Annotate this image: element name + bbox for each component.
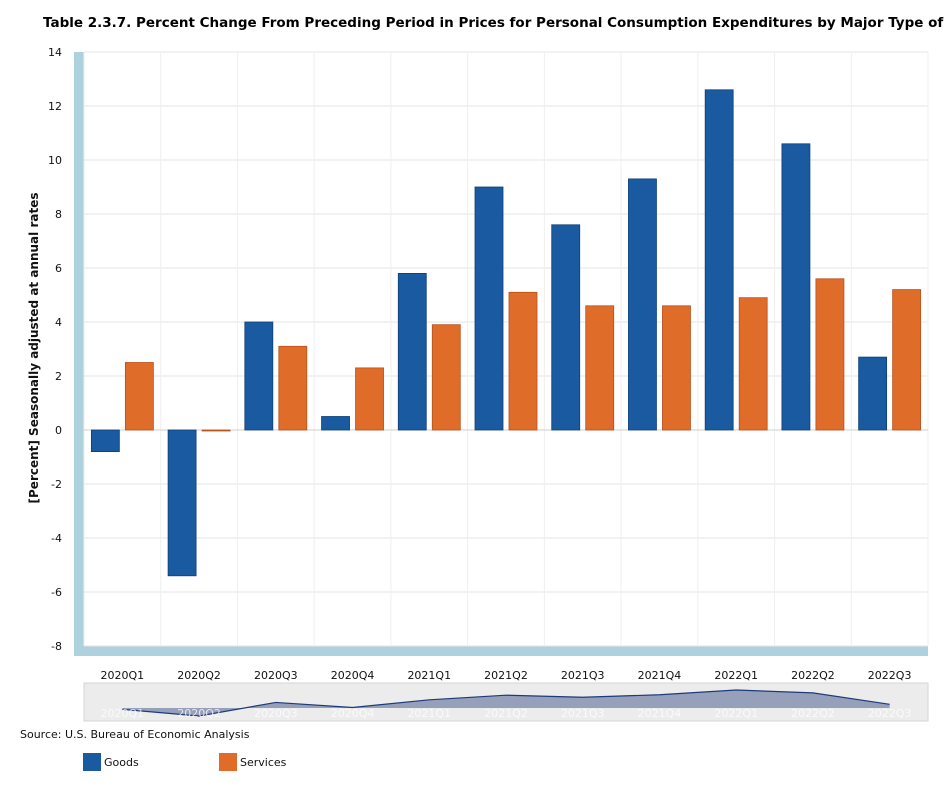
bar-services-2021Q2 (508, 291, 538, 431)
bar-goods-2020Q1 (90, 429, 120, 453)
y-tick-label: -4 (51, 532, 62, 545)
navigator-tick-label: 2021Q4 (638, 707, 682, 720)
legend-swatch-services (219, 753, 237, 771)
bar-goods-2022Q3 (858, 356, 888, 431)
legend-item-services[interactable]: Services (219, 753, 355, 771)
navigator-tick-label: 2022Q1 (714, 707, 758, 720)
y-axis-track (74, 52, 928, 656)
bar-goods-2021Q4 (628, 178, 657, 431)
bar-services-2020Q4 (355, 367, 384, 431)
legend-item-goods[interactable]: Goods (83, 753, 219, 771)
y-tick-label: 4 (55, 316, 62, 329)
bar-goods-2021Q3 (551, 224, 581, 431)
source-note: Source: U.S. Bureau of Economic Analysis (20, 728, 250, 741)
bar-goods-2021Q1 (397, 272, 427, 431)
bar-services-2021Q1 (431, 324, 461, 431)
bar-goods-2020Q2 (167, 429, 197, 577)
navigator-line (122, 689, 890, 717)
bar-goods-2020Q3 (244, 321, 274, 431)
y-tick-label: 8 (55, 208, 62, 221)
y-axis-track-bar (74, 52, 84, 656)
navigator-tick-label: 2021Q2 (484, 707, 528, 720)
chart-title: Table 2.3.7. Percent Change From Precedi… (43, 15, 948, 31)
y-tick-label: -8 (51, 640, 62, 653)
x-tick-label: 2020Q1 (101, 669, 145, 682)
y-axis-label: [Percent] Seasonally adjusted at annual … (27, 193, 41, 504)
x-tick-label: 2022Q3 (868, 669, 912, 682)
y-tick-label: 14 (48, 46, 62, 59)
gridlines (83, 51, 929, 647)
navigator-tick-label: 2020Q3 (254, 707, 298, 720)
navigator-tick-label: 2022Q2 (791, 707, 835, 720)
bar-services-2022Q2 (815, 278, 845, 431)
bar-goods-2022Q1 (704, 89, 734, 431)
navigator-area (122, 690, 890, 716)
y-tick-label: 6 (55, 262, 62, 275)
bar-services-2020Q3 (278, 345, 308, 431)
bar-goods-2022Q2 (781, 143, 811, 431)
bar-services-2020Q1 (124, 362, 154, 431)
legend-swatch-goods (83, 753, 101, 771)
bar-services-2022Q3 (892, 289, 922, 431)
y-tick-label: -6 (51, 586, 62, 599)
navigator-tick-label: 2020Q2 (177, 707, 221, 720)
navigator-tick-label: 2020Q4 (331, 707, 375, 720)
x-tick-label: 2022Q1 (714, 669, 758, 682)
legend-label-services: Services (240, 755, 287, 769)
bars (90, 89, 922, 577)
y-tick-label: 10 (48, 154, 62, 167)
navigator-tick-label: 2022Q3 (868, 707, 912, 720)
legend-label-goods: Goods (104, 755, 139, 769)
x-tick-labels: 2020Q1 2020Q2 2020Q3 2020Q4 2021Q1 2021Q2 2021… (101, 669, 912, 682)
x-tick-label: 2021Q3 (561, 669, 605, 682)
x-tick-label: 2021Q4 (638, 669, 682, 682)
x-tick-label: 2021Q2 (484, 669, 528, 682)
bar-goods-2021Q2 (474, 186, 504, 431)
y-tick-labels: -8 -6 -4 -2 0 2 4 6 8 10 12 14 (48, 46, 62, 653)
y-tick-label: -2 (51, 478, 62, 491)
x-tick-label: 2020Q3 (254, 669, 298, 682)
x-tick-label: 2020Q4 (331, 669, 375, 682)
navigator-tick-label: 2020Q1 (101, 707, 145, 720)
bar-services-2021Q3 (585, 305, 615, 431)
bar-goods-2020Q4 (321, 416, 350, 431)
y-tick-label: 2 (55, 370, 62, 383)
range-navigator[interactable]: 2020Q1 2020Q2 2020Q3 2020Q4 2021Q1 2021Q2 2021… (83, 682, 929, 722)
y-tick-label: 0 (55, 424, 62, 437)
x-tick-label: 2021Q1 (407, 669, 451, 682)
bar-services-2020Q2 (201, 429, 231, 432)
navigator-tick-label: 2021Q3 (561, 707, 605, 720)
bar-services-2021Q4 (662, 305, 691, 431)
x-tick-label: 2022Q2 (791, 669, 835, 682)
x-tick-label: 2020Q2 (177, 669, 221, 682)
y-tick-label: 12 (48, 100, 62, 113)
bar-services-2022Q1 (738, 297, 768, 431)
legend: Goods Services (83, 753, 355, 771)
navigator-tick-label: 2021Q1 (407, 707, 451, 720)
x-axis-track-bar (74, 646, 928, 656)
